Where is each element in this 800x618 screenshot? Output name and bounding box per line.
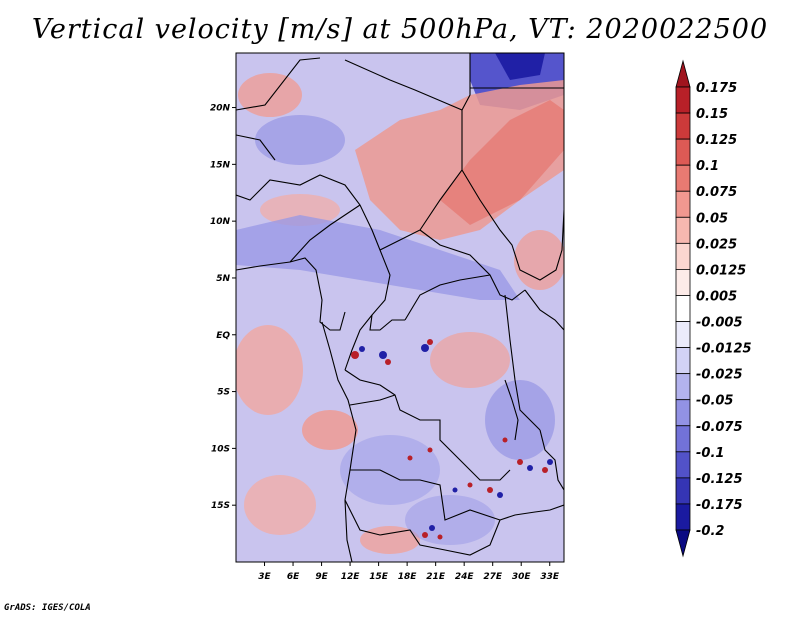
colorbar-swatch bbox=[675, 451, 691, 479]
lat-label: 10S bbox=[211, 444, 230, 454]
colorbar-label: 0.15 bbox=[696, 107, 728, 122]
colorbar-swatch bbox=[675, 503, 691, 531]
field-blob-red bbox=[430, 332, 510, 388]
colorbar-label: 0.005 bbox=[696, 289, 737, 304]
colorbar-swatch bbox=[675, 373, 691, 401]
colorbar-label: 0.175 bbox=[696, 81, 737, 96]
colorbar-swatch bbox=[675, 86, 691, 114]
colorbar-swatch bbox=[675, 242, 691, 270]
colorbar-swatch bbox=[675, 399, 691, 427]
lat-label: 5N bbox=[216, 274, 230, 284]
lat-label: 15N bbox=[210, 160, 231, 170]
colorbar-label: -0.075 bbox=[696, 420, 743, 435]
lon-label: 18E bbox=[398, 572, 418, 582]
colorbar-label: 0.075 bbox=[696, 185, 737, 200]
field-blob-red bbox=[360, 526, 420, 554]
colorbar-label: -0.2 bbox=[696, 524, 724, 539]
colorbar-swatch bbox=[675, 269, 691, 296]
colorbar-label: 0.0125 bbox=[696, 263, 746, 278]
lon-label: 3E bbox=[258, 572, 271, 582]
colorbar-swatch bbox=[675, 190, 691, 218]
lon-label: 24E bbox=[455, 572, 475, 582]
lon-label: 15E bbox=[369, 572, 389, 582]
lat-label: 20N bbox=[210, 104, 231, 114]
field-blob-red bbox=[302, 410, 358, 450]
grads-credit: GrADS: IGES/COLA bbox=[4, 603, 91, 613]
colorbar-swatch bbox=[675, 216, 691, 244]
field-blob-blue bbox=[340, 435, 440, 505]
country-borders bbox=[236, 53, 564, 562]
colorbar-label: -0.125 bbox=[696, 472, 743, 487]
vertical-velocity-field bbox=[236, 53, 564, 562]
colorbar: 0.175 0.15 0.125 0.1 0.075 0.05 0.025 0.0125 0.0… bbox=[675, 59, 752, 558]
colorbar-label: -0.0125 bbox=[696, 342, 752, 357]
lon-label: 21E bbox=[426, 572, 446, 582]
field-blob-red bbox=[260, 194, 340, 226]
colorbar-max-triangle bbox=[675, 59, 691, 88]
lat-label: 15S bbox=[211, 501, 230, 511]
colorbar-swatch bbox=[675, 138, 691, 166]
colorbar-label: -0.005 bbox=[696, 316, 743, 331]
field-blob-blue bbox=[405, 495, 495, 545]
lon-label: 6E bbox=[287, 572, 300, 582]
colorbar-swatch bbox=[675, 425, 691, 453]
colorbar-label: 0.1 bbox=[696, 159, 719, 174]
field-blob-red bbox=[244, 475, 316, 535]
colorbar-label: 0.025 bbox=[696, 237, 737, 252]
colorbar-min-triangle bbox=[675, 529, 691, 558]
colorbar-label: -0.05 bbox=[696, 394, 733, 409]
colorbar-swatch bbox=[675, 112, 691, 140]
field-blob-red bbox=[514, 230, 564, 290]
field-blob-red bbox=[238, 73, 302, 117]
colorbar-swatch bbox=[675, 321, 691, 348]
chart-title: Vertical velocity [m/s] at 500hPa, VT: 2… bbox=[31, 14, 769, 45]
colorbar-swatch bbox=[675, 295, 691, 322]
lon-label: 33E bbox=[540, 572, 560, 582]
longitude-axis: 3E 6E 9E 12E 15E 18E 21E 24E 27E 30E 33E bbox=[258, 562, 560, 582]
field-blob-red bbox=[236, 325, 303, 415]
lon-label: 27E bbox=[483, 572, 503, 582]
field-blob-blue bbox=[495, 53, 545, 80]
convective-cells bbox=[351, 339, 553, 540]
field-blob-red bbox=[440, 100, 564, 225]
colorbar-label: 0.125 bbox=[696, 133, 737, 148]
colorbar-swatch bbox=[675, 164, 691, 192]
colorbar-label: 0.05 bbox=[696, 211, 728, 226]
colorbar-swatch bbox=[675, 347, 691, 375]
lon-label: 9E bbox=[315, 572, 328, 582]
field-blob-blue bbox=[236, 215, 520, 300]
field-blob-blue bbox=[255, 115, 345, 165]
colorbar-swatch bbox=[675, 477, 691, 505]
colorbar-label: -0.1 bbox=[696, 446, 724, 461]
lat-label: 5S bbox=[217, 388, 230, 398]
lat-label: EQ bbox=[216, 331, 230, 341]
lon-label: 30E bbox=[512, 572, 532, 582]
colorbar-label: -0.025 bbox=[696, 368, 743, 383]
lat-label: 10N bbox=[210, 217, 231, 227]
latitude-axis: 20N 15N 10N 5N EQ 5S 10S 15S bbox=[210, 104, 236, 511]
map-frame bbox=[235, 52, 565, 563]
lon-label: 12E bbox=[341, 572, 361, 582]
colorbar-label: -0.175 bbox=[696, 498, 743, 513]
